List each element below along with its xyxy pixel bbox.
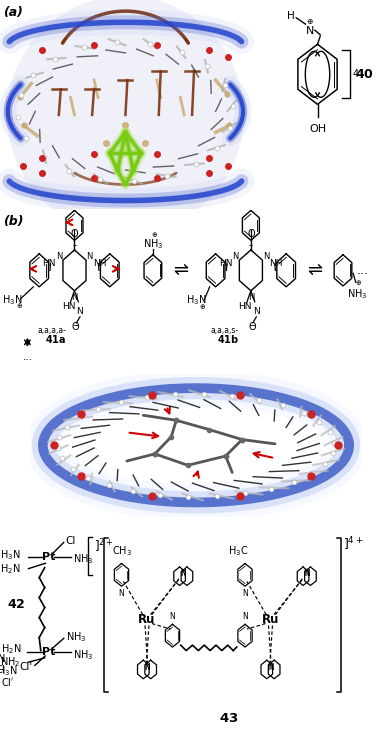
Text: Ru: Ru xyxy=(262,613,279,626)
Text: $\rightleftharpoons$: $\rightleftharpoons$ xyxy=(304,262,323,279)
Text: N: N xyxy=(268,663,274,671)
Text: ...: ... xyxy=(22,353,33,362)
Text: ...: ... xyxy=(357,264,368,277)
Text: $]^{4+}$: $]^{4+}$ xyxy=(343,536,364,553)
Text: $^{\oplus}$: $^{\oplus}$ xyxy=(199,303,207,314)
Text: HN: HN xyxy=(219,259,232,268)
Text: N: N xyxy=(181,570,187,578)
Text: N: N xyxy=(170,612,175,621)
Text: $\mathbf{41b}$: $\mathbf{41b}$ xyxy=(217,334,239,345)
Text: $\mathbf{40}$: $\mathbf{40}$ xyxy=(355,67,374,81)
Text: $\mathrm{H_3N}$: $\mathrm{H_3N}$ xyxy=(0,664,17,678)
Text: N: N xyxy=(87,252,93,262)
Text: $\mathbf{43}$: $\mathbf{43}$ xyxy=(219,712,238,725)
Text: $^{\oplus}$: $^{\oplus}$ xyxy=(151,232,158,243)
Text: N: N xyxy=(242,589,248,598)
Text: N: N xyxy=(248,292,254,302)
Text: $\mathrm{H_3N}$: $\mathrm{H_3N}$ xyxy=(0,652,6,666)
Text: N: N xyxy=(56,252,62,262)
Text: Pt: Pt xyxy=(42,552,56,562)
Text: N: N xyxy=(180,570,186,578)
Text: $\mathrm{NH_3}$: $\mathrm{NH_3}$ xyxy=(143,237,163,251)
Text: Cl': Cl' xyxy=(19,662,32,671)
Text: N: N xyxy=(303,570,309,578)
Text: $\mathrm{H_2N}$: $\mathrm{H_2N}$ xyxy=(0,561,20,575)
Text: NH: NH xyxy=(270,259,283,268)
Text: $\mathrm{NH_3}$: $\mathrm{NH_3}$ xyxy=(66,630,86,644)
Text: N: N xyxy=(263,252,269,262)
Text: NH: NH xyxy=(93,259,107,268)
Text: $\mathbf{42}$: $\mathbf{42}$ xyxy=(7,598,25,611)
Text: $\mathrm{H_2N}$: $\mathrm{H_2N}$ xyxy=(1,642,22,655)
Text: Pt: Pt xyxy=(42,647,56,657)
Text: H: H xyxy=(287,11,295,21)
Text: $\rightleftharpoons$: $\rightleftharpoons$ xyxy=(171,262,190,279)
Text: N: N xyxy=(144,663,149,671)
Text: N: N xyxy=(119,589,124,598)
Text: O: O xyxy=(247,229,255,238)
Text: N: N xyxy=(242,612,248,621)
Text: HN: HN xyxy=(238,302,252,311)
Text: $\mathrm{H_3C}$: $\mathrm{H_3C}$ xyxy=(228,544,248,558)
Text: 4: 4 xyxy=(353,70,359,79)
Text: $\mathrm{NH_3}$: $\mathrm{NH_3}$ xyxy=(73,648,93,662)
Text: Ru: Ru xyxy=(138,613,156,626)
Text: $\mathrm{NH_3}$: $\mathrm{NH_3}$ xyxy=(73,552,93,566)
Text: N: N xyxy=(304,570,310,578)
Text: N: N xyxy=(253,307,260,316)
Text: $\mathrm{Cl}$: $\mathrm{Cl}$ xyxy=(0,663,6,676)
Text: N: N xyxy=(76,307,83,316)
Text: N: N xyxy=(232,252,239,262)
Text: $\overset{\oplus}{\mathrm{N}}$: $\overset{\oplus}{\mathrm{N}}$ xyxy=(305,18,314,37)
Ellipse shape xyxy=(8,0,243,233)
Text: $\mathrm{NH_3}$: $\mathrm{NH_3}$ xyxy=(347,287,368,301)
Text: O: O xyxy=(72,323,79,332)
Text: a,a,a,a-: a,a,a,a- xyxy=(38,325,67,335)
Text: $\mathbf{41a}$: $\mathbf{41a}$ xyxy=(45,334,67,345)
Text: $]^{2+}$: $]^{2+}$ xyxy=(94,537,114,555)
Text: HN: HN xyxy=(42,259,56,268)
Text: $\mathrm{H_3N}$: $\mathrm{H_3N}$ xyxy=(2,293,22,307)
Text: O: O xyxy=(71,229,78,238)
Text: (b): (b) xyxy=(3,215,24,228)
Text: O: O xyxy=(248,323,256,332)
Text: $\mathrm{H_3N}$: $\mathrm{H_3N}$ xyxy=(0,548,20,561)
Text: Cl: Cl xyxy=(66,536,76,546)
Text: $\mathrm{NH_2}$: $\mathrm{NH_2}$ xyxy=(0,655,20,669)
Text: $\mathrm{H_3N}$: $\mathrm{H_3N}$ xyxy=(186,293,206,307)
Text: HN: HN xyxy=(62,302,75,311)
Text: OH: OH xyxy=(309,124,326,133)
Text: $^{\oplus}$: $^{\oplus}$ xyxy=(16,303,23,313)
Text: a,a,a,s-: a,a,a,s- xyxy=(211,325,239,335)
Text: N: N xyxy=(145,663,150,671)
Text: $\mathrm{CH_3}$: $\mathrm{CH_3}$ xyxy=(111,544,132,558)
Text: N: N xyxy=(267,663,273,671)
Text: N: N xyxy=(71,292,78,302)
Text: $^{\oplus}$: $^{\oplus}$ xyxy=(355,280,362,290)
Text: (a): (a) xyxy=(3,6,23,18)
Text: $\mathrm{Cl}^{\prime}$: $\mathrm{Cl}^{\prime}$ xyxy=(1,676,15,688)
